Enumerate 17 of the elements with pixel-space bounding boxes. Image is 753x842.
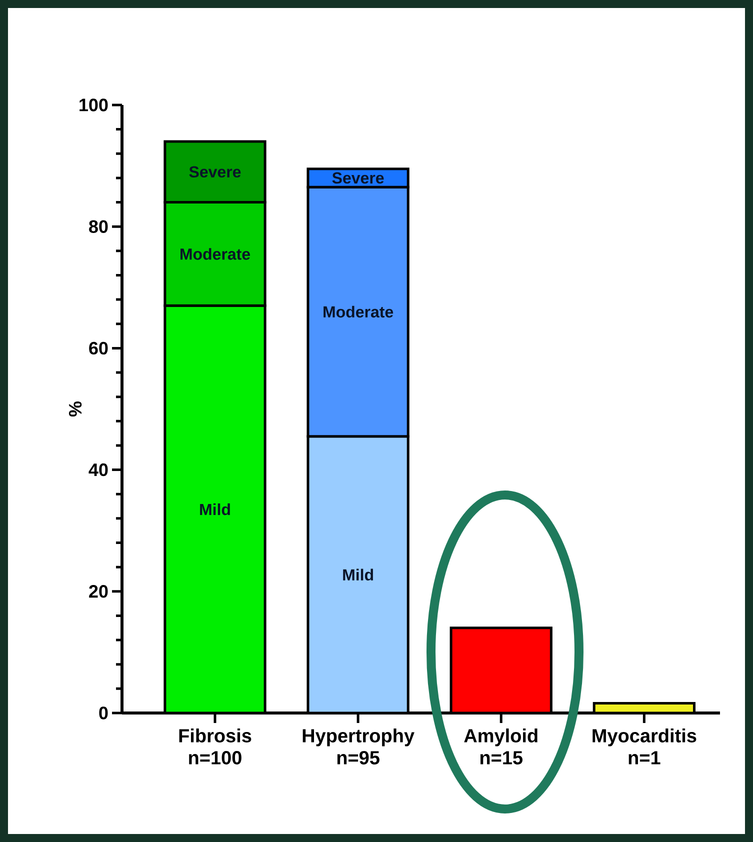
- annotation: Moderate: [180, 248, 250, 260]
- y-tick-label: 100: [80, 98, 108, 112]
- y-tick-label: 80: [89, 220, 108, 233]
- y-axis-title: %: [68, 401, 82, 417]
- x-tick-label: Fibrosis n=100: [179, 728, 252, 764]
- x-tick-label: Myocarditis n=1: [592, 728, 696, 764]
- annotation: Mild: [343, 568, 373, 581]
- annotation: Mild: [200, 503, 230, 516]
- x-tick-label: Amyloid n=15: [464, 728, 538, 764]
- annotation: Severe: [332, 172, 384, 184]
- annotation: Moderate: [324, 306, 394, 318]
- x-tick-label: Hypertrophy n=95: [302, 728, 414, 764]
- y-tick-label: 60: [89, 342, 108, 355]
- y-tick-label: 40: [88, 463, 108, 476]
- annotation: Severe: [189, 166, 241, 178]
- y-tick-label: 20: [89, 585, 108, 598]
- y-tick-label: 0: [99, 706, 108, 720]
